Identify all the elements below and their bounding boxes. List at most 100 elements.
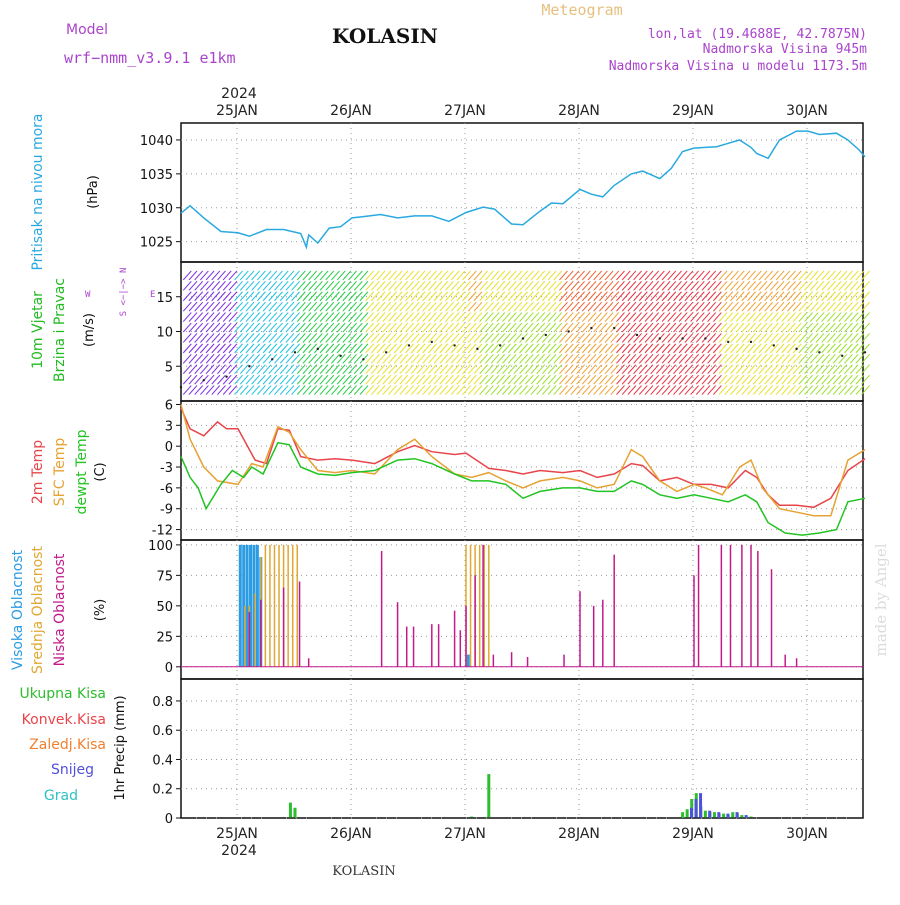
- wind-barb: [741, 364, 751, 375]
- wind-barb: [450, 374, 460, 385]
- wind-barb: [485, 385, 494, 395]
- wind-barb: [257, 374, 266, 385]
- wind-barb: [695, 322, 705, 333]
- wind-barb: [245, 353, 255, 364]
- wind-barb: [188, 322, 198, 333]
- wind-barb: [217, 270, 226, 281]
- wind-barb: [542, 364, 551, 375]
- wind-barb: [296, 322, 306, 333]
- wind-barb: [467, 333, 477, 343]
- wind-barb: [433, 364, 443, 375]
- wind-barb: [752, 280, 762, 291]
- wind-barb: [547, 291, 557, 302]
- wind-barb: [450, 270, 460, 281]
- wind-barb: [718, 291, 728, 302]
- wind-barb: [849, 322, 859, 333]
- wind-barb: [445, 322, 454, 333]
- wind-barb: [217, 353, 226, 364]
- wind-barb: [849, 333, 859, 343]
- wind-barb: [371, 270, 380, 281]
- wind-barb: [570, 322, 580, 333]
- wind-barb: [821, 333, 831, 343]
- wind-barb: [827, 374, 836, 385]
- wind-barb: [194, 343, 204, 354]
- wind-barb: [291, 385, 300, 395]
- wind-barb: [815, 385, 825, 395]
- wind-barb: [536, 353, 546, 364]
- wind-barb: [194, 385, 204, 395]
- wind-barb: [348, 364, 357, 375]
- wind-barb: [593, 353, 603, 364]
- wind-barb: [581, 385, 591, 395]
- wind-barb: [262, 270, 272, 281]
- wind-barb: [764, 385, 774, 395]
- wind-barb: [410, 270, 420, 281]
- wind-barb: [644, 374, 654, 385]
- wind-barb: [422, 280, 432, 291]
- model-name: wrf−nmm_v3.9.1 e1km: [64, 49, 236, 67]
- wind-barb: [467, 322, 477, 333]
- wind-barb: [638, 385, 648, 395]
- wind-barb: [787, 291, 796, 302]
- wind-barb: [713, 270, 722, 281]
- wind-barb: [604, 270, 614, 281]
- wind-barb: [530, 280, 540, 291]
- wind-barb: [570, 353, 580, 364]
- wind-barb: [376, 385, 386, 395]
- wind-barb: [291, 280, 300, 291]
- wind-barb: [678, 312, 688, 322]
- wind-barb: [422, 301, 432, 312]
- wind-barb: [832, 333, 842, 343]
- wind-barb: [792, 270, 802, 281]
- wind-barb: [319, 374, 329, 385]
- wind-barb: [462, 385, 471, 395]
- wind-barb: [855, 301, 865, 312]
- wind-barb: [752, 364, 762, 375]
- wind-barb: [200, 343, 209, 354]
- wind-barb: [844, 353, 853, 364]
- wind-barb: [559, 353, 568, 364]
- wind-barb: [439, 301, 449, 312]
- wind-barb: [559, 270, 568, 281]
- wind-speed-point: [772, 344, 775, 347]
- wind-barb: [296, 301, 306, 312]
- wind-barb: [251, 322, 261, 333]
- wind-barb: [564, 301, 574, 312]
- wind-barb: [656, 374, 665, 385]
- wind-barb: [211, 343, 221, 354]
- wind-barb: [821, 280, 831, 291]
- wind-barb: [713, 280, 722, 291]
- wind-barb: [616, 270, 625, 281]
- wind-barb: [228, 353, 238, 364]
- wind-barb: [513, 374, 523, 385]
- wind-barb: [371, 353, 380, 364]
- wind-barb: [701, 270, 711, 281]
- wind-barb: [707, 270, 717, 281]
- total-precip-bar: [749, 816, 753, 818]
- wind-barb: [308, 333, 318, 343]
- precip-series: 00.20.40.60.8: [152, 695, 863, 827]
- wind-barb: [690, 301, 699, 312]
- wind-barb: [268, 343, 278, 354]
- wind-barb: [758, 291, 768, 302]
- wind-barb: [604, 343, 614, 354]
- wind-barb: [735, 322, 745, 333]
- wind-barb: [279, 270, 289, 281]
- wind-barb: [832, 270, 842, 281]
- wind-barb: [559, 374, 568, 385]
- wind-barb: [462, 312, 471, 322]
- y-tick-label: 0.6: [152, 724, 173, 739]
- wind-barb: [490, 333, 500, 343]
- wind-barb: [747, 385, 756, 395]
- wind-barb: [616, 280, 625, 291]
- wind-barb: [365, 374, 375, 385]
- wind-barb: [502, 291, 511, 302]
- wind-barb: [770, 280, 779, 291]
- wind-barb: [513, 312, 523, 322]
- wind-barb: [815, 270, 825, 281]
- wind-barb: [450, 353, 460, 364]
- bottom-day-label: 29JAN: [672, 826, 714, 842]
- wind-barb: [724, 322, 734, 333]
- wind-barb: [217, 280, 226, 291]
- wind-barb: [262, 291, 272, 302]
